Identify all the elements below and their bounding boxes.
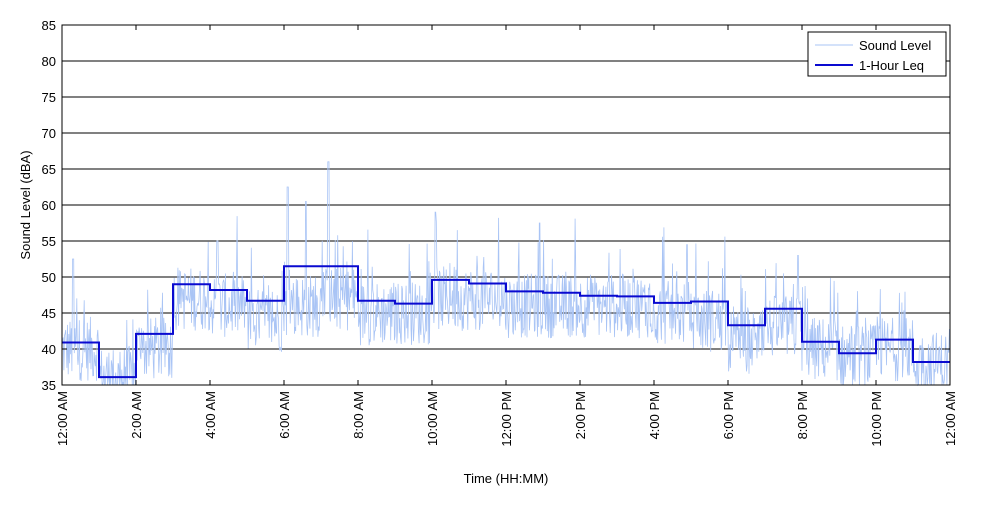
y-tick-label: 80 [42,54,56,69]
x-tick-label: 6:00 PM [721,391,736,439]
x-tick-label: 12:00 AM [943,391,958,446]
y-axis-ticks: 35 40 45 50 55 60 65 70 75 80 85 [42,18,950,393]
y-tick-label: 65 [42,162,56,177]
legend-label-sound-level: Sound Level [859,38,931,53]
x-tick-label: 10:00 PM [869,391,884,447]
y-tick-label: 35 [42,378,56,393]
x-tick-label: 2:00 AM [129,391,144,439]
y-tick-label: 85 [42,18,56,33]
x-tick-label: 8:00 AM [351,391,366,439]
x-tick-label: 2:00 PM [573,391,588,439]
legend-box [807,31,947,77]
y-tick-label: 75 [42,90,56,105]
legend: Sound Level 1-Hour Leq [807,31,947,77]
y-tick-label: 45 [42,306,56,321]
x-tick-label: 10:00 AM [425,391,440,446]
y-tick-label: 50 [42,270,56,285]
y-tick-label: 70 [42,126,56,141]
x-axis-ticks: 12:00 AM 2:00 AM 4:00 AM 6:00 AM 8:00 AM 10:0… [55,25,958,447]
x-tick-label: 12:00 PM [499,391,514,447]
series-1-hour-leq [62,265,950,379]
x-tick-label: 4:00 PM [647,391,662,439]
y-axis-label: Sound Level (dBA) [18,150,33,259]
x-tick-label: 4:00 AM [203,391,218,439]
series-sound-level [61,161,951,387]
x-axis-label: Time (HH:MM) [464,471,549,486]
y-tick-label: 55 [42,234,56,249]
legend-label-1-hour-leq: 1-Hour Leq [859,58,924,73]
x-tick-label: 8:00 PM [795,391,810,439]
x-tick-label: 6:00 AM [277,391,292,439]
series-layer [61,161,951,387]
y-tick-label: 60 [42,198,56,213]
x-tick-label: 12:00 AM [55,391,70,446]
y-tick-label: 40 [42,342,56,357]
